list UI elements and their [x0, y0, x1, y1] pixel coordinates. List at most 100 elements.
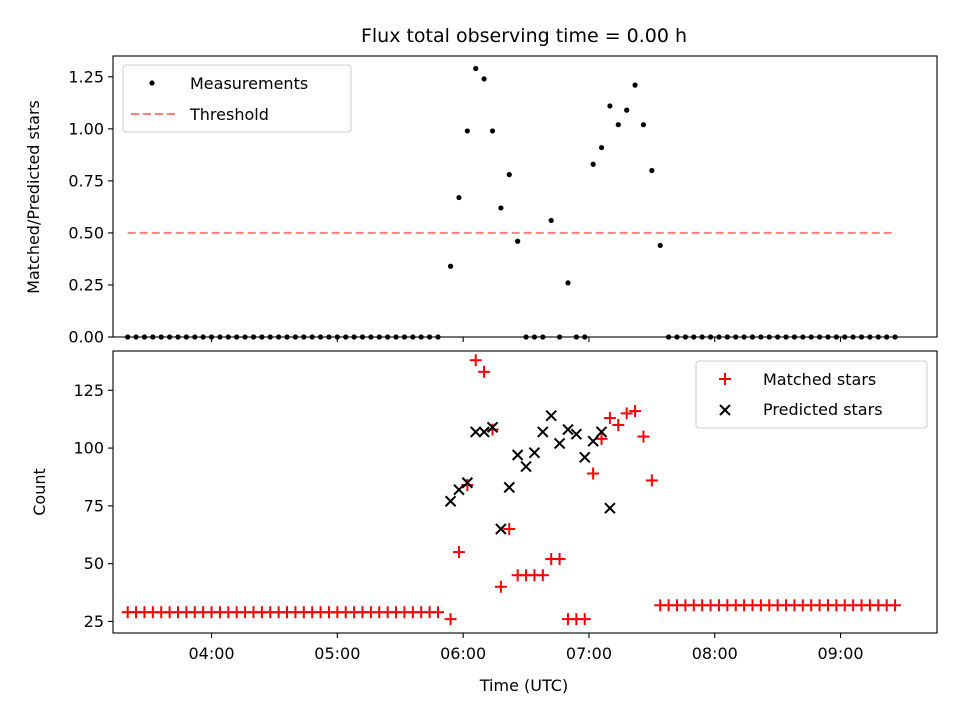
matched-point — [553, 553, 566, 566]
measurement-point — [598, 144, 605, 151]
predicted-point — [520, 460, 532, 473]
matched-point — [620, 407, 633, 420]
matched-point — [431, 606, 444, 619]
predicted-point — [495, 523, 507, 535]
predicted-point — [453, 483, 465, 496]
legend-threshold-label: Threshold — [189, 105, 269, 124]
measurement-point — [515, 238, 521, 244]
predicted-point — [503, 481, 515, 494]
matched-point — [637, 430, 650, 443]
bottom-x-tick-label: 09:00 — [817, 644, 863, 663]
chart-title: Flux total observing time = 0.00 h — [361, 25, 687, 47]
top-y-tick-label: 0.50 — [68, 223, 104, 242]
matched-point — [503, 522, 516, 535]
bottom-plot-area — [121, 354, 902, 626]
top-y-axis: 0.00 0.25 0.50 0.75 1.00 1.25 — [68, 67, 113, 347]
matched-point — [469, 354, 482, 367]
bottom-y-axis-label: Count — [30, 468, 49, 516]
measurement-point — [548, 217, 554, 224]
measurement-point — [464, 128, 470, 134]
bottom-x-tick-label: 05:00 — [314, 644, 360, 663]
predicted-point — [470, 426, 482, 438]
predicted-point — [579, 451, 591, 464]
matched-point — [645, 474, 658, 487]
bottom-x-tick-label: 07:00 — [566, 644, 612, 663]
predicted-point — [461, 477, 474, 489]
top-legend-box — [122, 64, 352, 133]
top-y-axis-label: Matched/Predicted stars — [24, 100, 43, 294]
bottom-y-tick-label: 125 — [73, 381, 104, 400]
measurement-point — [649, 167, 655, 174]
predicted-point — [595, 426, 608, 438]
top-legend: Measurements Threshold — [122, 64, 352, 133]
top-y-tick-label: 0.00 — [68, 328, 104, 347]
matched-point — [595, 432, 608, 445]
measurement-point — [657, 242, 663, 249]
matched-point — [578, 613, 591, 626]
top-x-axis — [210, 337, 842, 342]
predicted-point — [587, 435, 599, 447]
predicted-point — [537, 426, 549, 438]
bottom-legend-box — [695, 360, 928, 429]
measurement-point — [506, 172, 512, 178]
matched-point — [486, 423, 499, 436]
top-plot-area — [125, 65, 898, 340]
predicted-point — [562, 423, 574, 436]
top-y-tick-label: 1.00 — [68, 119, 104, 138]
predicted-point — [553, 437, 566, 450]
bottom-y-tick-label: 75 — [84, 496, 104, 515]
measurement-point — [481, 76, 487, 82]
bottom-x-axis-label: Time (UTC) — [479, 676, 568, 695]
measurement-point — [607, 103, 613, 109]
predicted-point — [444, 495, 457, 507]
legend-matched-label: Matched stars — [763, 370, 876, 389]
measurement-point — [615, 122, 621, 128]
bottom-y-axis: 25 50 75 100 125 — [73, 381, 113, 631]
legend-matched-marker — [719, 373, 731, 385]
predicted-point — [528, 446, 541, 459]
predicted-point — [511, 449, 524, 461]
legend-predicted-label: Predicted stars — [763, 400, 883, 419]
matched-point — [889, 599, 902, 612]
matched-point — [444, 613, 457, 626]
measurement-point — [456, 194, 462, 201]
bottom-x-tick-label: 06:00 — [440, 644, 486, 663]
bottom-x-tick-label: 04:00 — [188, 644, 234, 663]
bottom-y-tick-label: 50 — [84, 554, 104, 573]
matched-point — [478, 365, 491, 378]
measurement-point — [590, 161, 596, 167]
bottom-plot-frame — [112, 350, 938, 634]
predicted-point — [478, 426, 490, 438]
predicted-point — [604, 502, 616, 514]
matched-point — [629, 405, 642, 418]
predicted-point — [570, 428, 583, 440]
top-y-tick-label: 0.75 — [68, 171, 104, 190]
top-y-tick-label: 1.25 — [68, 67, 104, 86]
matched-point — [612, 418, 625, 431]
measurement-point — [498, 205, 504, 211]
matched-point — [452, 546, 465, 559]
matched-point — [536, 569, 549, 582]
measurement-point — [565, 280, 571, 286]
bottom-x-tick-label: 08:00 — [692, 644, 738, 663]
legend-measurements-marker — [149, 80, 155, 86]
measurement-point — [473, 65, 479, 72]
top-y-tick-label: 0.25 — [68, 275, 104, 294]
matched-point — [587, 467, 600, 480]
predicted-point — [486, 421, 499, 433]
top-plot-frame — [112, 55, 938, 338]
legend-measurements-label: Measurements — [190, 74, 308, 93]
bottom-x-axis: 04:00 05:00 06:00 07:00 08:00 09:00 — [188, 633, 864, 663]
measurement-point — [624, 107, 630, 113]
measurement-point — [489, 128, 496, 134]
measurement-point — [640, 122, 647, 128]
measurement-point — [632, 82, 638, 88]
legend-predicted-marker — [719, 404, 731, 416]
matched-point — [603, 412, 616, 425]
bottom-y-tick-label: 100 — [73, 439, 104, 458]
bottom-y-tick-label: 25 — [84, 612, 104, 631]
measurement-point — [447, 263, 454, 269]
matched-point — [494, 580, 507, 593]
predicted-point — [545, 410, 557, 422]
